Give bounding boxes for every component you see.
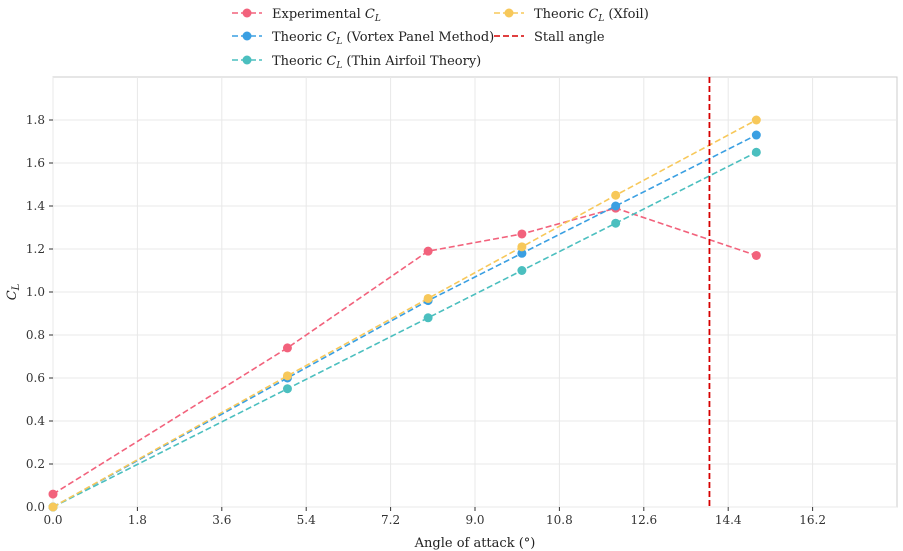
x-tick-label: 5.4 bbox=[297, 513, 316, 527]
legend-marker bbox=[242, 8, 252, 18]
legend-entry: Experimental CL bbox=[232, 7, 381, 24]
series-line bbox=[52, 119, 757, 508]
x-tick-label: 14.4 bbox=[715, 513, 742, 527]
data-point bbox=[423, 313, 433, 323]
data-point bbox=[423, 246, 433, 256]
legend-label: Theoric CL (Vortex Panel Method) bbox=[272, 30, 494, 47]
x-tick-label: 3.6 bbox=[212, 513, 231, 527]
data-point bbox=[48, 502, 58, 512]
y-tick-label: 1.0 bbox=[26, 285, 45, 299]
y-tick-label: 0.0 bbox=[26, 500, 45, 514]
y-tick-label: 0.2 bbox=[26, 457, 45, 471]
x-tick-label: 7.2 bbox=[381, 513, 400, 527]
legend-marker bbox=[242, 31, 252, 41]
y-tick-label: 0.6 bbox=[26, 371, 45, 385]
data-point bbox=[517, 229, 527, 239]
data-point bbox=[611, 190, 621, 200]
y-tick-label: 1.2 bbox=[26, 242, 45, 256]
series-2 bbox=[48, 147, 761, 512]
legend-marker bbox=[504, 8, 514, 18]
legend-entry: Stall angle bbox=[494, 30, 605, 45]
x-tick-label: 12.6 bbox=[630, 513, 657, 527]
data-point bbox=[517, 242, 527, 252]
data-point bbox=[751, 115, 761, 125]
data-point bbox=[48, 489, 58, 499]
grid bbox=[52, 77, 897, 508]
legend-marker bbox=[242, 55, 252, 65]
legend-entry: Theoric CL (Xfoil) bbox=[494, 7, 649, 24]
legend-label: Theoric CL (Xfoil) bbox=[534, 7, 649, 24]
data-point bbox=[517, 248, 527, 258]
y-tick-label: 1.8 bbox=[26, 113, 45, 127]
y-axis-label: CL bbox=[5, 283, 22, 300]
legend-label: Theoric CL (Thin Airfoil Theory) bbox=[272, 54, 481, 71]
y-tick-label: 1.4 bbox=[26, 199, 45, 213]
series-line bbox=[52, 207, 757, 495]
data-point bbox=[517, 266, 527, 275]
y-tick-label: 0.8 bbox=[26, 328, 45, 342]
x-tick-label: 1.8 bbox=[128, 513, 147, 527]
legend-entry: Theoric CL (Vortex Panel Method) bbox=[232, 30, 494, 47]
x-axis-ticks: 0.0 1.8 3.6 5.4 7.2 9.0 10.8 12.6 14.4 16.2 bbox=[43, 507, 826, 527]
x-tick-label: 0.0 bbox=[43, 513, 62, 527]
data-point bbox=[751, 130, 761, 140]
x-axis-label: Angle of attack (°) bbox=[414, 536, 536, 551]
y-tick-label: 1.6 bbox=[26, 156, 45, 170]
data-point bbox=[611, 218, 621, 228]
y-axis-ticks: 0.0 0.2 0.4 0.6 0.8 1.0 1.2 1.4 1.6 1.8 bbox=[26, 113, 53, 514]
series-line bbox=[52, 151, 757, 508]
data-point bbox=[282, 384, 292, 394]
data-point bbox=[751, 147, 761, 157]
data-point bbox=[282, 371, 292, 381]
legend-label: Experimental CL bbox=[272, 7, 381, 24]
series-3 bbox=[48, 115, 761, 512]
x-tick-label: 9.0 bbox=[465, 513, 484, 527]
data-point bbox=[282, 343, 292, 353]
data-point bbox=[751, 250, 761, 260]
series-line bbox=[52, 134, 757, 508]
data-point bbox=[423, 293, 433, 303]
series-lines bbox=[48, 77, 761, 512]
x-tick-label: 10.8 bbox=[546, 513, 573, 527]
legend-entry: Theoric CL (Thin Airfoil Theory) bbox=[232, 54, 481, 71]
data-point bbox=[611, 201, 621, 211]
legend: Experimental CL Theoric CL (Vortex Panel … bbox=[232, 7, 649, 71]
legend-label: Stall angle bbox=[534, 30, 605, 45]
x-tick-label: 16.2 bbox=[799, 513, 826, 527]
y-tick-label: 0.4 bbox=[26, 414, 45, 428]
